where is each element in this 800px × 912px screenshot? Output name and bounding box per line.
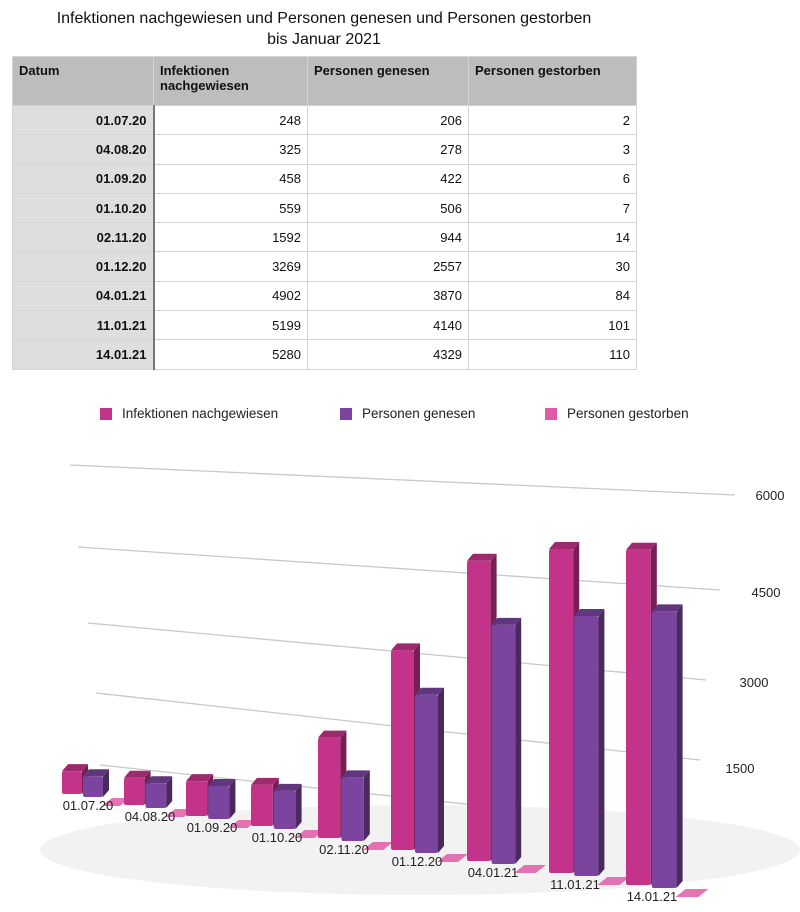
legend-swatch: [100, 407, 112, 420]
bar-gestorben: [228, 820, 258, 828]
value-cell: 559: [153, 192, 308, 224]
bar-gestorben: [437, 854, 468, 862]
value-cell: 2: [468, 104, 637, 136]
bar-genesen: [208, 779, 236, 819]
legend-item: Personen genesen: [340, 406, 475, 421]
date-cell: 02.11.20: [12, 222, 155, 253]
x-tick-label: 04.01.21: [468, 865, 519, 880]
value-cell: 110: [468, 339, 637, 370]
data-table: Datum Infektionen nachgewiesen Personen ge…: [12, 56, 637, 370]
value-cell: 4140: [307, 310, 469, 341]
column-header: Personen gestorben: [468, 56, 637, 106]
x-tick-label: 01.07.20: [63, 798, 114, 813]
value-cell: 101: [468, 310, 637, 341]
table-row: 14.01.21 5280 4329 110: [12, 339, 637, 370]
date-cell: 01.10.20: [12, 192, 155, 224]
x-tick-label: 01.10.20: [252, 830, 303, 845]
value-cell: 2557: [307, 251, 469, 282]
x-tick-label: 01.09.20: [187, 820, 238, 835]
legend-label: Infektionen nachgewiesen: [122, 406, 279, 421]
value-cell: 5199: [153, 310, 308, 341]
bar-gestorben: [294, 830, 325, 838]
title-line-1: Infektionen nachgewiesen und Personen ge…: [56, 10, 592, 27]
bar-gestorben: [362, 842, 394, 850]
legend-item: Infektionen nachgewiesen: [100, 406, 278, 421]
value-cell: 248: [153, 104, 308, 136]
value-cell: 506: [307, 192, 469, 224]
value-cell: 4329: [307, 339, 469, 370]
gridline: [77, 546, 721, 591]
legend-label: Personen genesen: [362, 406, 476, 421]
bar-genesen: [83, 769, 109, 797]
x-tick-label: 04.08.20: [125, 809, 176, 824]
table-row: 01.10.20 559 506 7: [12, 192, 637, 224]
bar-genesen: [491, 617, 522, 864]
value-cell: 944: [307, 222, 469, 253]
legend-swatch: [545, 407, 557, 420]
date-cell: 04.08.20: [12, 134, 155, 165]
bar-genesen: [415, 687, 444, 853]
bar-genesen: [651, 604, 683, 888]
bar-genesen: [341, 770, 370, 841]
x-tick-label: 11.01.21: [550, 877, 600, 892]
value-cell: 3: [468, 134, 637, 165]
value-cell: 7: [468, 192, 637, 224]
table-row: 01.07.20 248 206 2: [12, 104, 637, 136]
value-cell: 6: [468, 163, 637, 194]
value-cell: 206: [307, 104, 469, 136]
date-cell: 14.01.21: [12, 339, 155, 370]
x-tick-label: 02.11.20: [319, 842, 369, 857]
y-tick-label: 1500: [726, 761, 755, 776]
date-cell: 04.01.21: [12, 280, 155, 312]
value-cell: 3269: [153, 251, 308, 282]
date-cell: 11.01.21: [12, 310, 155, 341]
table-row: 01.12.20 3269 2557 30: [12, 251, 637, 282]
legend-swatch: [340, 407, 352, 420]
date-cell: 01.09.20: [12, 163, 155, 194]
gridline: [69, 464, 736, 496]
table-header-row: Datum Infektionen nachgewiesen Personen ge…: [12, 56, 637, 106]
value-cell: 325: [153, 134, 308, 165]
value-cell: 1592: [153, 222, 308, 253]
value-cell: 3870: [307, 280, 469, 312]
column-header: Infektionen nachgewiesen: [153, 56, 308, 106]
bar-gestorben: [514, 865, 546, 873]
value-cell: 4902: [153, 280, 308, 312]
legend-item: Personen gestorben: [545, 406, 689, 421]
column-header: Datum: [12, 56, 154, 106]
value-cell: 422: [307, 163, 469, 194]
table-row: 04.01.21 4902 3870 84: [12, 280, 637, 312]
value-cell: 5280: [153, 339, 308, 370]
value-cell: 278: [307, 134, 469, 165]
bar-gestorben: [597, 877, 630, 885]
table-row: 04.08.20 325 278 3: [12, 134, 637, 165]
y-tick-label: 3000: [740, 675, 769, 690]
column-header: Personen genesen: [307, 56, 469, 106]
x-tick-label: 14.01.21: [627, 889, 678, 904]
table-row: 02.11.20 1592 944 14: [12, 222, 637, 253]
chart-title: Infektionen nachgewiesen und Personen ge…: [0, 8, 648, 50]
date-cell: 01.12.20: [12, 251, 155, 282]
bar-gestorben: [102, 798, 130, 806]
x-tick-label: 01.12.20: [392, 854, 443, 869]
legend-label: Personen gestorben: [567, 406, 689, 421]
value-cell: 30: [468, 251, 637, 282]
y-tick-label: 4500: [752, 585, 781, 600]
bar-genesen: [273, 783, 302, 829]
bar-genesen: [145, 776, 173, 808]
bar-gestorben: [675, 889, 709, 897]
title-line-2: bis Januar 2021: [267, 31, 381, 48]
table-row: 11.01.21 5199 4140 101: [12, 310, 637, 341]
value-cell: 14: [468, 222, 637, 253]
y-tick-label: 6000: [756, 488, 785, 503]
value-cell: 84: [468, 280, 637, 312]
bar-genesen: [574, 608, 605, 876]
